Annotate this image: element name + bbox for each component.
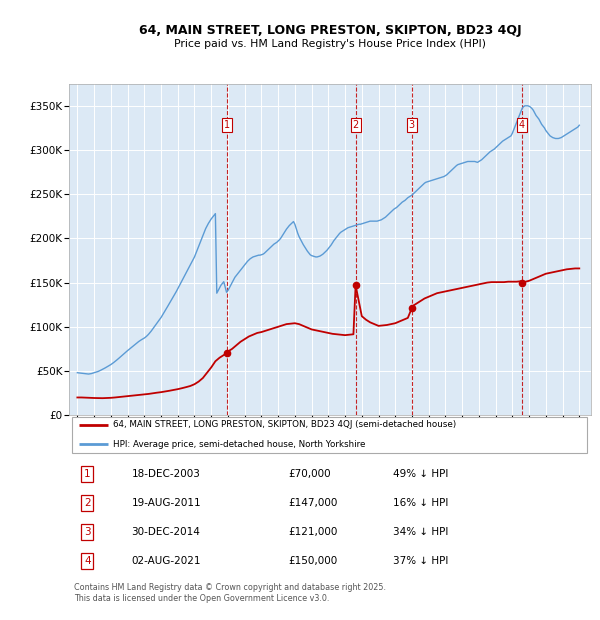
Text: 30-DEC-2014: 30-DEC-2014 — [131, 527, 200, 537]
Text: 4: 4 — [519, 120, 525, 130]
Text: 64, MAIN STREET, LONG PRESTON, SKIPTON, BD23 4QJ: 64, MAIN STREET, LONG PRESTON, SKIPTON, … — [139, 24, 521, 37]
Text: 3: 3 — [409, 120, 415, 130]
Text: £147,000: £147,000 — [288, 498, 338, 508]
Text: 34% ↓ HPI: 34% ↓ HPI — [392, 527, 448, 537]
Text: £150,000: £150,000 — [288, 556, 337, 565]
Text: Price paid vs. HM Land Registry's House Price Index (HPI): Price paid vs. HM Land Registry's House … — [174, 39, 486, 49]
Text: 1: 1 — [224, 120, 230, 130]
Text: £121,000: £121,000 — [288, 527, 338, 537]
Text: 19-AUG-2011: 19-AUG-2011 — [131, 498, 201, 508]
Text: 1: 1 — [84, 469, 91, 479]
Text: 4: 4 — [84, 556, 91, 565]
Text: 3: 3 — [84, 527, 91, 537]
Text: Contains HM Land Registry data © Crown copyright and database right 2025.
This d: Contains HM Land Registry data © Crown c… — [74, 583, 386, 603]
FancyBboxPatch shape — [71, 417, 587, 453]
Text: 64, MAIN STREET, LONG PRESTON, SKIPTON, BD23 4QJ (semi-detached house): 64, MAIN STREET, LONG PRESTON, SKIPTON, … — [113, 420, 457, 429]
Text: 2: 2 — [352, 120, 359, 130]
Text: 2: 2 — [84, 498, 91, 508]
Text: 16% ↓ HPI: 16% ↓ HPI — [392, 498, 448, 508]
Text: 49% ↓ HPI: 49% ↓ HPI — [392, 469, 448, 479]
Text: 37% ↓ HPI: 37% ↓ HPI — [392, 556, 448, 565]
Text: £70,000: £70,000 — [288, 469, 331, 479]
Text: HPI: Average price, semi-detached house, North Yorkshire: HPI: Average price, semi-detached house,… — [113, 440, 366, 449]
Text: 02-AUG-2021: 02-AUG-2021 — [131, 556, 201, 565]
Text: 18-DEC-2003: 18-DEC-2003 — [131, 469, 200, 479]
